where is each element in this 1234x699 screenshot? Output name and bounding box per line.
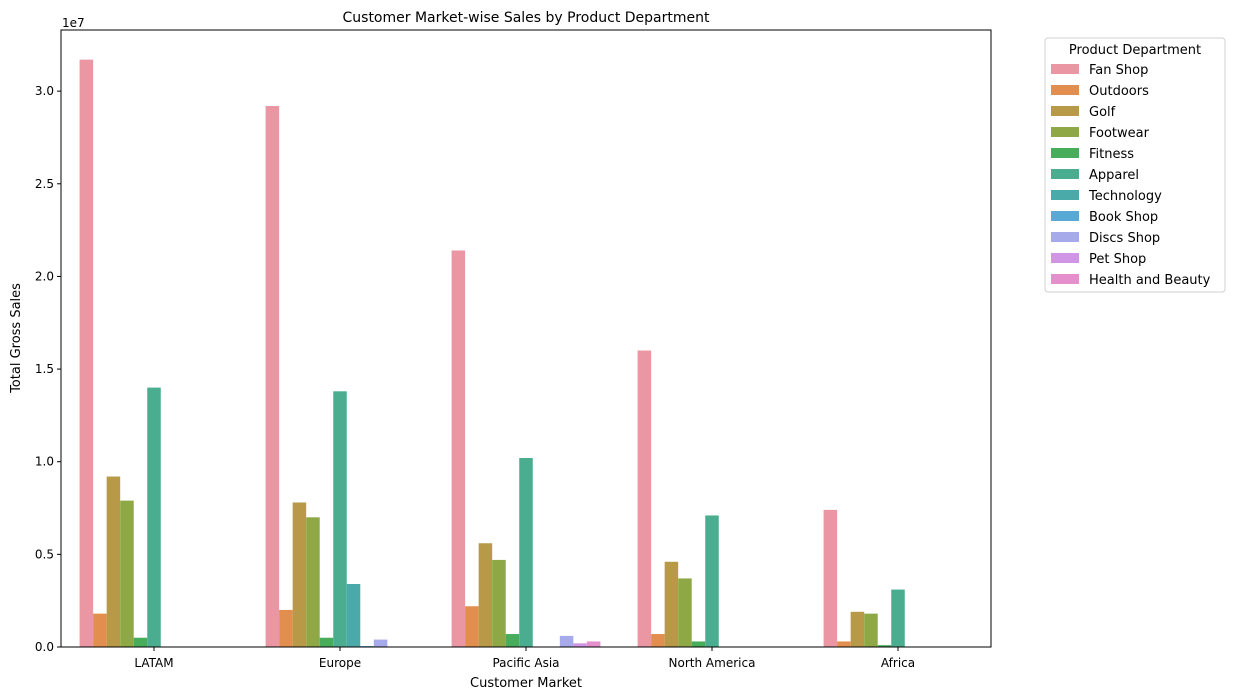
bar bbox=[373, 639, 388, 647]
y-tick-label: 3.0 bbox=[35, 84, 54, 98]
bar bbox=[705, 515, 719, 647]
legend-label: Outdoors bbox=[1089, 84, 1149, 99]
legend-label: Fitness bbox=[1089, 147, 1134, 162]
x-axis-label: Customer Market bbox=[470, 676, 582, 691]
bar bbox=[850, 611, 865, 647]
bar bbox=[279, 609, 293, 647]
y-axis: 0.0 0.5 1.0 1.5 2.0 2.5 3.0 bbox=[35, 84, 61, 654]
bar bbox=[823, 509, 838, 647]
bar bbox=[346, 584, 361, 647]
bar bbox=[519, 458, 533, 647]
bar bbox=[877, 645, 892, 647]
bar bbox=[451, 250, 466, 647]
bar bbox=[505, 634, 520, 647]
bar bbox=[573, 643, 587, 647]
y-tick-label: 2.0 bbox=[35, 269, 54, 283]
bar bbox=[586, 641, 601, 647]
bar bbox=[292, 502, 307, 647]
legend-swatch bbox=[1051, 211, 1079, 221]
y-tick-label: 1.0 bbox=[35, 455, 54, 469]
bar bbox=[106, 476, 121, 647]
legend-swatch bbox=[1051, 64, 1079, 74]
bar bbox=[691, 641, 706, 647]
bar bbox=[265, 105, 280, 647]
bar bbox=[492, 559, 506, 647]
y-tick-label: 2.5 bbox=[35, 177, 54, 191]
legend-label: Apparel bbox=[1089, 168, 1139, 183]
bar bbox=[306, 517, 320, 647]
x-tick-label: North America bbox=[669, 656, 756, 670]
bar bbox=[637, 350, 652, 647]
y-tick-label: 0.5 bbox=[35, 547, 54, 561]
bar bbox=[93, 613, 107, 647]
legend-label: Fan Shop bbox=[1089, 63, 1148, 78]
legend-label: Discs Shop bbox=[1089, 231, 1160, 246]
bar bbox=[478, 543, 493, 647]
legend-swatch bbox=[1051, 253, 1079, 263]
bar bbox=[333, 391, 347, 647]
y-tick-label: 0.0 bbox=[35, 640, 54, 654]
bar bbox=[864, 613, 878, 647]
x-tick-label: Pacific Asia bbox=[492, 656, 559, 670]
legend-box bbox=[1044, 37, 1226, 293]
legend-label: Golf bbox=[1089, 105, 1116, 120]
legend-swatch bbox=[1051, 148, 1079, 158]
chart-title: Customer Market-wise Sales by Product De… bbox=[343, 10, 710, 26]
x-tick-label: Europe bbox=[319, 656, 361, 670]
legend-swatch bbox=[1051, 85, 1079, 95]
bar bbox=[651, 634, 665, 647]
x-tick-label: LATAM bbox=[134, 656, 173, 670]
y-offset-label: 1e7 bbox=[62, 16, 85, 30]
bar bbox=[319, 637, 334, 647]
bar bbox=[79, 59, 94, 648]
bar bbox=[465, 606, 479, 647]
legend-label: Technology bbox=[1088, 189, 1162, 204]
x-tick-label: Africa bbox=[881, 656, 915, 670]
legend-swatch bbox=[1051, 127, 1079, 137]
legend-items: Fan Shop Outdoors Golf Footwear Fitness Appar… bbox=[1051, 63, 1211, 288]
bar bbox=[891, 589, 905, 647]
bar bbox=[559, 635, 574, 647]
legend: Product Department Fan ShopOutdoorsGolfF… bbox=[1044, 37, 1226, 293]
bar bbox=[133, 637, 148, 647]
legend-swatch bbox=[1051, 274, 1079, 284]
legend-swatch bbox=[1051, 169, 1079, 179]
y-axis-label: Total Gross Sales bbox=[9, 283, 24, 394]
y-tick-label: 1.5 bbox=[35, 362, 54, 376]
bar bbox=[664, 561, 679, 647]
legend-label: Book Shop bbox=[1089, 210, 1158, 225]
legend-label: Pet Shop bbox=[1089, 252, 1146, 267]
legend-label: Health and Beauty bbox=[1089, 273, 1211, 288]
bars bbox=[79, 59, 905, 648]
legend-title: Product Department bbox=[1069, 43, 1201, 58]
bar bbox=[837, 641, 851, 647]
legend-label: Footwear bbox=[1089, 126, 1150, 141]
bar bbox=[678, 578, 692, 647]
legend-swatch bbox=[1051, 190, 1079, 200]
x-axis: LATAM Europe Pacific Asia North America Afri… bbox=[134, 647, 915, 670]
bar bbox=[147, 387, 161, 647]
legend-swatch bbox=[1051, 232, 1079, 242]
bar bbox=[120, 500, 134, 647]
legend-swatch bbox=[1051, 106, 1079, 116]
